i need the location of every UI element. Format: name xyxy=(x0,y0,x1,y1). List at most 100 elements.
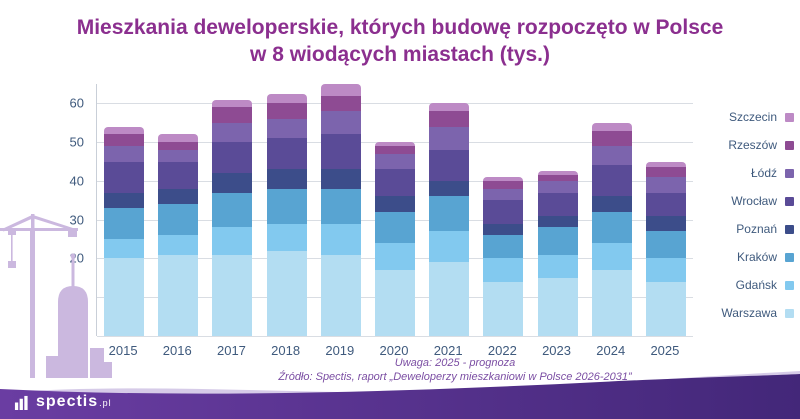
segment-wrocław-2017 xyxy=(212,142,253,174)
segment-łódź-2021 xyxy=(429,126,470,150)
legend: Szczecin Rzeszów Łódź Wrocław Poznań Kraków Gd… xyxy=(690,103,794,327)
legend-item-łódź: Łódź xyxy=(690,159,794,187)
segment-łódź-2017 xyxy=(212,122,253,143)
segment-gdańsk-2016 xyxy=(158,235,199,255)
segment-rzeszów-2020 xyxy=(375,146,415,154)
segment-warszawa-2025 xyxy=(645,281,686,336)
segment-wrocław-2016 xyxy=(158,161,199,189)
legend-label: Warszawa xyxy=(721,306,777,320)
x-tick-label: 2017 xyxy=(216,343,246,358)
gridline xyxy=(97,336,693,337)
segment-kraków-2021 xyxy=(429,196,470,232)
segment-warszawa-2019 xyxy=(320,254,361,336)
segment-warszawa-2018 xyxy=(266,250,307,336)
x-tick-label: 2021 xyxy=(433,343,463,358)
legend-swatch xyxy=(785,224,794,234)
legend-item-poznań: Poznań xyxy=(690,215,794,243)
segment-kraków-2020 xyxy=(375,211,415,243)
legend-label: Szczecin xyxy=(728,110,777,124)
x-tick-label: 2015 xyxy=(108,343,138,358)
note-forecast: Uwaga: 2025 - prognoza xyxy=(394,357,516,369)
segment-gdańsk-2023 xyxy=(537,254,578,278)
segment-gdańsk-2020 xyxy=(375,242,415,271)
segment-szczecin-2021 xyxy=(429,103,470,112)
x-tick-label: 2019 xyxy=(325,343,355,358)
segment-rzeszów-2024 xyxy=(591,130,632,147)
segment-szczecin-2019 xyxy=(320,84,361,96)
segment-rzeszów-2016 xyxy=(158,142,199,150)
segment-kraków-2025 xyxy=(645,231,686,259)
page-title: Mieszkania deweloperskie, których budowę… xyxy=(40,14,760,68)
segment-wrocław-2025 xyxy=(645,192,686,216)
segment-poznań-2025 xyxy=(645,215,686,232)
note-source: Źródło: Spectis, raport „Deweloperzy mie… xyxy=(278,371,632,383)
segment-warszawa-2022 xyxy=(483,281,524,336)
segment-rzeszów-2023 xyxy=(537,175,578,181)
segment-kraków-2018 xyxy=(266,188,307,224)
bar-2016 xyxy=(158,134,199,336)
segment-wrocław-2023 xyxy=(537,192,578,216)
segment-szczecin-2023 xyxy=(537,171,578,176)
segment-gdańsk-2018 xyxy=(266,223,307,251)
segment-warszawa-2017 xyxy=(212,254,253,336)
segment-szczecin-2020 xyxy=(375,142,415,147)
legend-swatch xyxy=(785,140,794,150)
segment-kraków-2024 xyxy=(591,211,632,243)
legend-label: Kraków xyxy=(736,250,777,264)
segment-wrocław-2020 xyxy=(375,169,415,197)
segment-rzeszów-2025 xyxy=(645,167,686,178)
segment-poznań-2018 xyxy=(266,169,307,189)
bar-2024 xyxy=(591,122,632,336)
bar-2023 xyxy=(537,171,578,336)
segment-warszawa-2016 xyxy=(158,254,199,336)
spectis-logo-icon xyxy=(14,395,28,410)
segment-łódź-2024 xyxy=(591,146,632,166)
segment-gdańsk-2025 xyxy=(645,258,686,282)
spectis-logo: spectis.pl xyxy=(14,393,112,411)
y-tick-label: 50 xyxy=(69,134,84,150)
segment-kraków-2023 xyxy=(537,227,578,255)
segment-wrocław-2015 xyxy=(104,161,145,193)
legend-swatch xyxy=(785,112,794,122)
segment-wrocław-2018 xyxy=(266,138,307,170)
gridline xyxy=(97,103,693,105)
legend-swatch xyxy=(785,308,794,318)
legend-label: Wrocław xyxy=(731,194,777,208)
legend-label: Gdańsk xyxy=(735,278,777,292)
segment-wrocław-2019 xyxy=(320,134,361,170)
segment-kraków-2017 xyxy=(212,192,253,228)
segment-łódź-2018 xyxy=(266,118,307,139)
segment-rzeszów-2015 xyxy=(104,134,145,147)
segment-rzeszów-2018 xyxy=(266,103,307,119)
legend-swatch xyxy=(785,168,794,178)
plot-area xyxy=(96,84,693,337)
segment-rzeszów-2019 xyxy=(320,95,361,112)
crane-skyline-silhouette xyxy=(0,214,112,378)
segment-gdańsk-2019 xyxy=(320,223,361,255)
segment-gdańsk-2021 xyxy=(429,231,470,263)
segment-łódź-2016 xyxy=(158,149,199,162)
footer-wave-dark xyxy=(0,374,800,419)
legend-swatch xyxy=(785,252,794,262)
segment-poznań-2019 xyxy=(320,169,361,189)
legend-label: Rzeszów xyxy=(728,138,777,152)
bar-2021 xyxy=(429,103,470,336)
legend-item-gdańsk: Gdańsk xyxy=(690,271,794,299)
bar-2025 xyxy=(645,161,686,336)
segment-gdańsk-2022 xyxy=(483,258,524,282)
segment-gdańsk-2015 xyxy=(104,239,145,259)
segment-łódź-2015 xyxy=(104,146,145,162)
legend-item-warszawa: Warszawa xyxy=(690,299,794,327)
bar-2019 xyxy=(320,84,361,336)
x-axis-labels: 2015 2016 2017 2018 2019 2020 2021 2022 2023 2024… xyxy=(96,343,692,359)
segment-kraków-2019 xyxy=(320,188,361,224)
segment-poznań-2023 xyxy=(537,215,578,228)
segment-gdańsk-2024 xyxy=(591,242,632,271)
segment-kraków-2022 xyxy=(483,235,524,259)
legend-item-szczecin: Szczecin xyxy=(690,103,794,131)
segment-warszawa-2023 xyxy=(537,277,578,336)
x-tick-label: 2016 xyxy=(162,343,192,358)
segment-wrocław-2021 xyxy=(429,149,470,181)
legend-item-rzeszów: Rzeszów xyxy=(690,131,794,159)
bar-2022 xyxy=(483,177,524,336)
